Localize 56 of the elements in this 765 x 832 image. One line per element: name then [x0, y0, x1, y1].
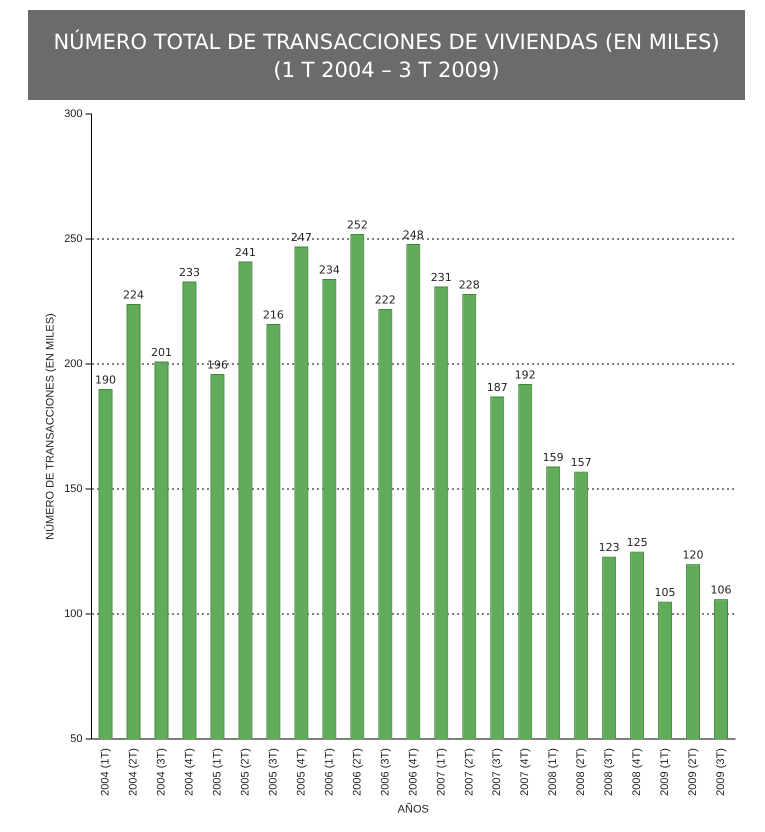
- y-tick-label: 50: [70, 733, 83, 746]
- y-tick-label: 300: [64, 108, 83, 120]
- x-tick-label: 2008 (4T): [631, 748, 644, 796]
- x-tick-label: 2008 (3T): [603, 748, 616, 796]
- x-tick-label: 2006 (4T): [407, 748, 420, 796]
- data-label: 196: [206, 358, 228, 372]
- x-tick-label: 2004 (2T): [128, 748, 140, 796]
- x-tick-label: 2005 (2T): [239, 748, 252, 796]
- data-label: 241: [234, 246, 256, 259]
- chart-title: NÚMERO TOTAL DE TRANSACCIONES DE VIVIENDAS (EN MILES): [52, 28, 721, 56]
- data-label: 159: [542, 450, 564, 464]
- data-label: 231: [430, 270, 452, 284]
- x-tick-label: 2004 (4T): [184, 748, 196, 796]
- x-tick-label: 2009 (3T): [715, 748, 728, 796]
- data-label: 157: [570, 456, 592, 469]
- data-label: 190: [95, 373, 116, 386]
- x-tick-label: 2009 (2T): [687, 748, 700, 796]
- data-label: 252: [346, 218, 368, 232]
- x-tick-label: 2007 (4T): [519, 748, 532, 796]
- data-label: 224: [123, 288, 144, 302]
- data-label: 105: [654, 586, 676, 599]
- data-label: 216: [262, 308, 284, 322]
- x-tick-label: 2004 (3T): [156, 748, 168, 796]
- x-tick-label: 2005 (3T): [267, 748, 280, 796]
- data-label: 106: [710, 583, 732, 596]
- data-label: 192: [514, 368, 536, 382]
- x-tick-label: 2004 (1T): [100, 748, 112, 796]
- x-tick-label: 2009 (1T): [659, 748, 672, 796]
- chart-subtitle: (1 T 2004 – 3 T 2009): [272, 57, 501, 84]
- y-axis-title: NÚMERO DE TRANSACCIONES (EN MILES): [44, 313, 57, 540]
- y-tick-label: 200: [64, 358, 83, 370]
- x-tick-label: 2007 (1T): [435, 748, 448, 796]
- y-tick-label: 150: [64, 483, 83, 496]
- y-tick-label: 100: [64, 608, 83, 620]
- x-tick-label: 2006 (2T): [351, 748, 364, 796]
- x-tick-label: 2006 (3T): [379, 748, 392, 796]
- x-tick-label: 2005 (1T): [211, 748, 224, 796]
- data-label: 120: [682, 548, 704, 562]
- data-label: 222: [374, 293, 396, 306]
- x-tick-label: 2007 (3T): [491, 748, 504, 796]
- data-label: 247: [290, 230, 312, 244]
- data-label: 228: [458, 278, 480, 292]
- data-label: 123: [598, 540, 620, 554]
- data-label: 234: [318, 263, 340, 276]
- data-label: 233: [178, 266, 200, 279]
- data-label: 201: [150, 346, 172, 359]
- data-label: 187: [486, 380, 508, 394]
- y-tick-label: 250: [64, 233, 83, 246]
- x-tick-label: 2005 (4T): [295, 748, 308, 796]
- x-tick-label: 2008 (2T): [575, 748, 588, 796]
- x-tick-label: 2006 (1T): [323, 748, 336, 796]
- data-label: 125: [626, 536, 648, 549]
- x-tick-label: 2008 (1T): [547, 748, 560, 796]
- x-tick-label: 2007 (2T): [463, 748, 476, 796]
- x-axis-title: AÑOS: [398, 802, 429, 816]
- data-label: 248: [402, 228, 424, 242]
